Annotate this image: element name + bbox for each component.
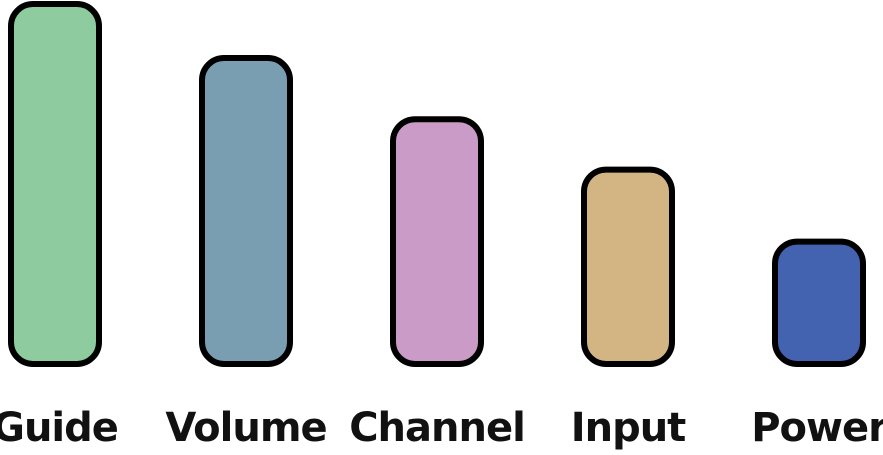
category-label-volume: Volume: [165, 405, 326, 451]
category-label-guide: Guide: [0, 405, 118, 451]
bar-channel: [390, 116, 484, 367]
bar-power: [772, 238, 866, 368]
category-labels-group: Guide Volume Channel Input Power: [0, 405, 883, 451]
bar-guide: [8, 1, 102, 367]
bar-volume: [199, 55, 293, 367]
bars-group: [8, 1, 866, 368]
category-label-channel: Channel: [349, 405, 525, 451]
bar-input: [581, 166, 675, 367]
category-label-input: Input: [571, 405, 686, 451]
category-label-power: Power: [751, 405, 883, 451]
